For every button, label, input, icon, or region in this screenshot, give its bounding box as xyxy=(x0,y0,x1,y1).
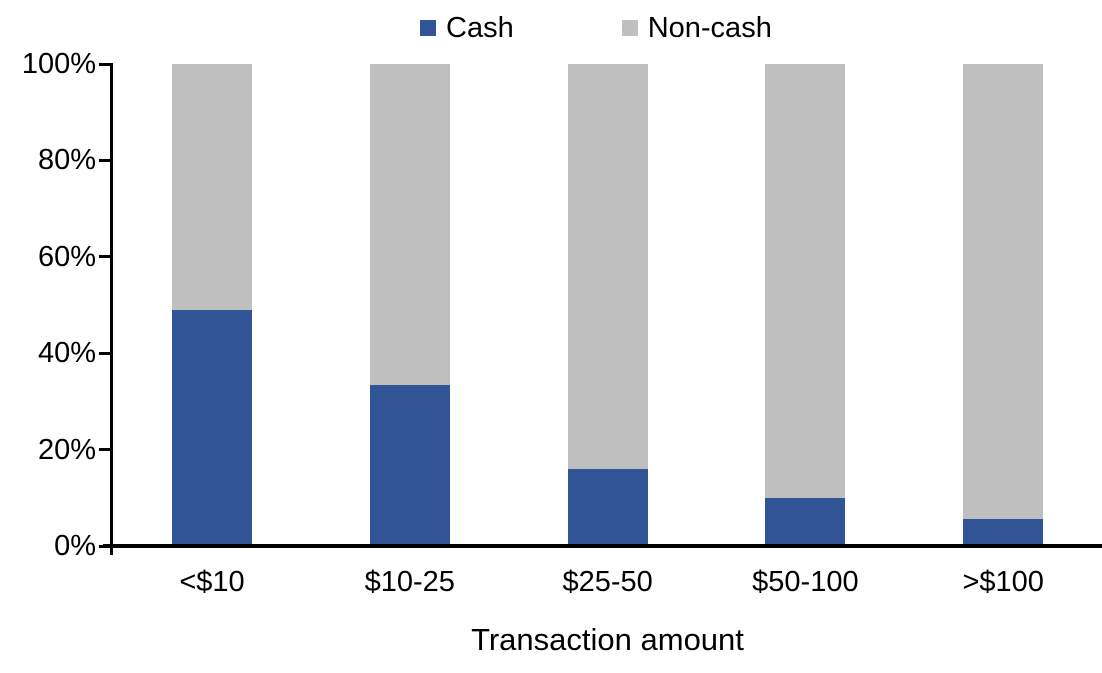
y-tick-mark xyxy=(99,158,113,162)
bar-segment-cash xyxy=(369,384,450,546)
cash-legend-swatch xyxy=(420,20,436,36)
x-tick-label: $50-100 xyxy=(752,566,859,598)
bar-segment-cash xyxy=(567,468,648,546)
noncash-legend-swatch xyxy=(621,20,638,36)
x-axis-line xyxy=(103,544,1102,548)
y-tick-label: 100% xyxy=(21,48,96,80)
x-axis-title: Transaction amount xyxy=(471,622,744,657)
x-tick-label: $25-50 xyxy=(562,566,653,598)
bar-segment-cash xyxy=(765,497,846,546)
bar-segment-noncash xyxy=(963,64,1044,520)
y-tick-mark xyxy=(99,62,113,66)
bar-segment-noncash xyxy=(567,64,648,469)
y-tick-mark xyxy=(99,255,113,259)
y-tick-label: 80% xyxy=(37,144,96,177)
bar-segment-noncash xyxy=(765,64,846,498)
y-axis-line xyxy=(110,64,113,555)
bar-segment-cash xyxy=(171,309,252,546)
chart-legend: Cash Non-cash xyxy=(420,10,772,46)
y-tick-mark xyxy=(99,351,113,355)
bar-segment-noncash xyxy=(369,64,450,385)
x-tick-label: $10-25 xyxy=(364,566,455,598)
noncash-legend-label: Non-cash xyxy=(647,12,772,44)
legend-item-noncash: Non-cash xyxy=(621,10,772,46)
y-tick-mark xyxy=(99,448,113,452)
x-tick-label: >$100 xyxy=(962,566,1044,598)
y-tick-label: 40% xyxy=(37,337,96,370)
bar-segment-cash xyxy=(963,519,1044,546)
y-tick-label: 60% xyxy=(37,240,96,273)
bar-segment-noncash xyxy=(171,64,252,310)
y-tick-label: 0% xyxy=(54,530,96,562)
legend-item-cash: Cash xyxy=(420,10,514,46)
x-tick-label: <$10 xyxy=(179,566,245,598)
cash-legend-label: Cash xyxy=(446,12,514,44)
y-tick-label: 20% xyxy=(37,433,96,466)
